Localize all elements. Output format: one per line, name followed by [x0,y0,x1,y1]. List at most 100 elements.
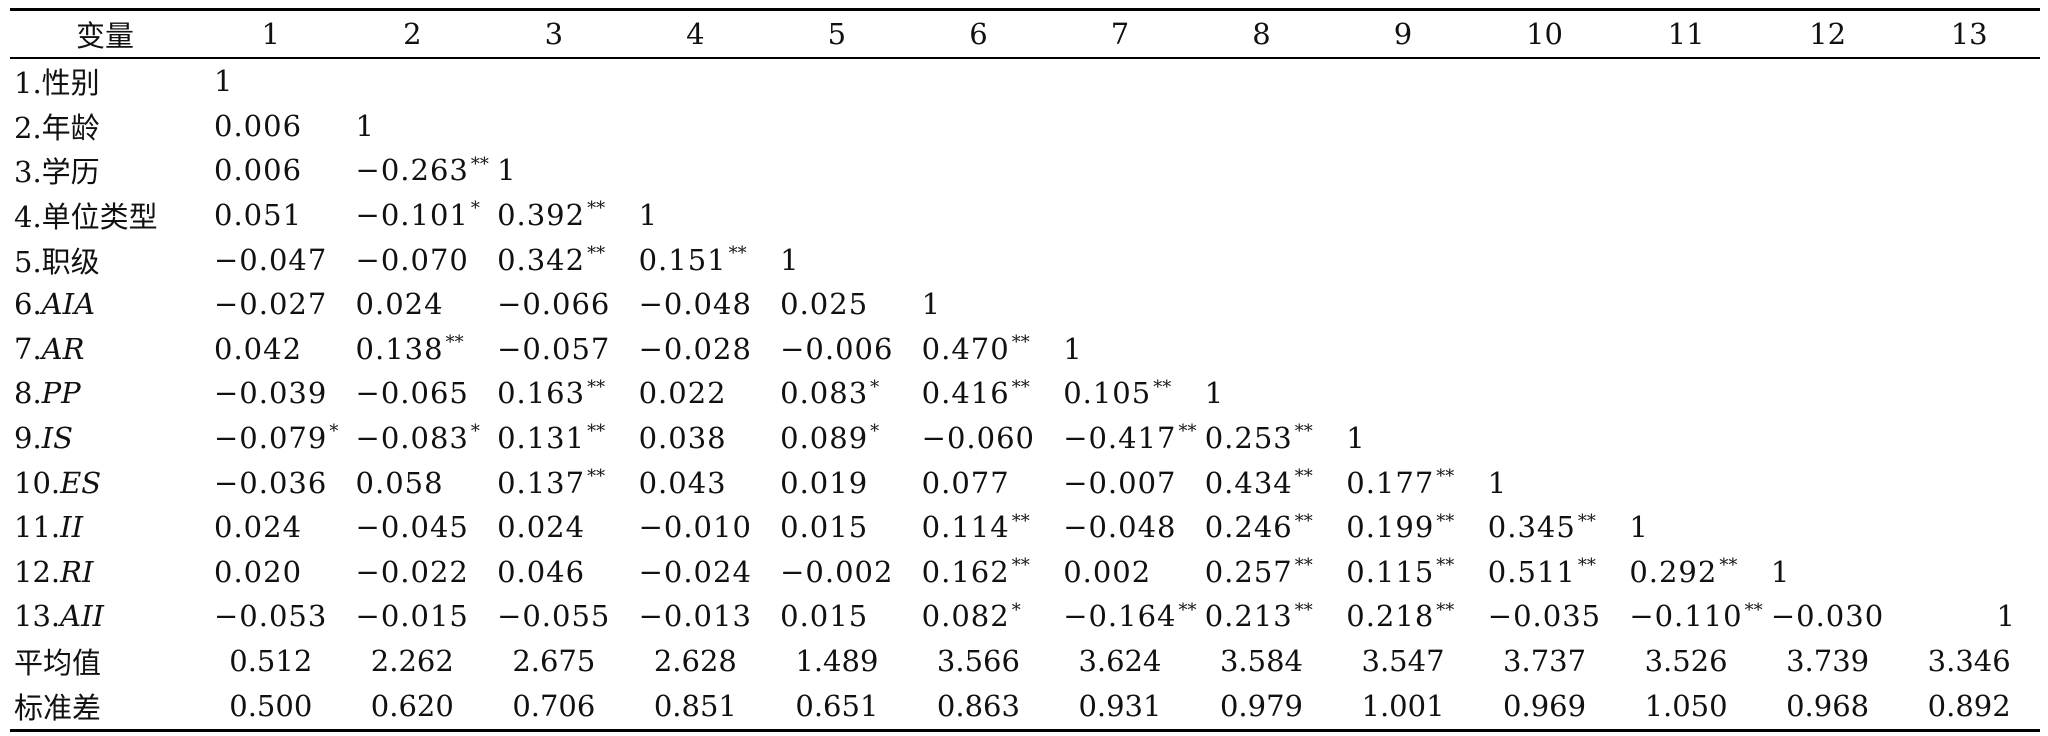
correlation-cell [1474,148,1616,193]
row-index: 5. [14,244,42,279]
correlation-cell: 0.105 ** [1049,371,1191,416]
correlation-cell: −0.028 [625,327,767,372]
significance-marker: ** [587,465,606,487]
correlation-value: 0.392 [497,198,586,233]
correlation-cell [1757,193,1899,238]
row-index: 11. [14,510,61,545]
correlation-cell [1898,371,2040,416]
correlation-cell: −0.065 [342,371,484,416]
correlation-value: 0.051 [214,198,303,233]
correlation-value: −0.417 [1063,421,1177,456]
correlation-cell: −0.010 [625,505,767,550]
correlation-cell [1332,327,1474,372]
row-index: 2. [14,110,42,145]
stat-value: 3.526 [1644,644,1728,679]
row-label: 7.AR [10,327,200,372]
table-row: 5.职级 −0.047 −0.070 0.342 ** 0.151 ** 1 [10,237,2040,282]
correlation-cell: 0.163 ** [483,371,625,416]
correlation-value: 0.246 [1204,510,1293,545]
significance-marker: ** [1294,510,1313,532]
correlation-value: −0.045 [355,510,469,545]
correlation-value: 0.058 [355,465,444,500]
significance-marker: ** [1011,510,1030,532]
correlation-cell [342,58,484,104]
correlation-value: −0.007 [1063,465,1177,500]
significance-marker: * [870,376,880,398]
correlation-value: −0.028 [638,331,752,366]
correlation-value: 0.024 [214,510,303,545]
correlation-cell: 0.006 [200,104,342,149]
correlation-value: 1 [1063,331,1083,366]
row-variable-name: 单位类型 [41,200,158,235]
correlation-cell: −0.079 * [200,416,342,461]
correlation-cell: 0.257 ** [1191,550,1333,595]
correlation-value: 0.416 [921,376,1010,411]
correlation-cell: −0.039 [200,371,342,416]
correlation-value: 1 [921,287,942,322]
correlation-cell [1615,416,1757,461]
stat-value: 3.584 [1219,644,1303,679]
correlation-value: 0.022 [638,376,727,411]
significance-marker: ** [1577,555,1596,577]
correlation-value: −0.057 [497,331,611,366]
correlation-value: −0.013 [638,599,752,634]
correlation-cell: 0.089 * [766,416,908,461]
correlation-cell [1332,237,1474,282]
row-variable-name: RI [60,554,94,589]
correlation-cell: 1 [625,193,767,238]
correlation-cell [1474,327,1616,372]
stat-value: 0.979 [1219,689,1303,724]
correlation-cell [1898,550,2040,595]
correlation-cell [1191,282,1333,327]
correlation-value: 0.131 [497,421,586,456]
correlation-value: −0.164 [1063,599,1177,634]
correlation-cell [1898,416,2040,461]
correlation-cell [908,237,1050,282]
correlation-value: −0.053 [214,599,328,634]
correlation-value: −0.024 [638,554,752,589]
header-col-6: 6 [907,11,1050,59]
correlation-cell: 1 [766,237,908,282]
stat-label: 标准差 [14,691,102,726]
correlation-value: 0.345 [1487,510,1576,545]
row-variable-name: 性别 [41,66,100,101]
correlation-cell [1049,282,1191,327]
correlation-cell: −0.048 [625,282,767,327]
correlation-cell [1191,327,1333,372]
correlation-cell [1191,58,1333,104]
correlation-cell [1332,282,1474,327]
row-index: 8. [14,376,42,411]
stat-value: 3.547 [1361,644,1445,679]
correlation-cell: −0.002 [766,550,908,595]
correlation-value: 0.114 [921,510,1010,545]
header-col-1: 1 [200,11,342,59]
correlation-cell: −0.007 [1049,460,1191,505]
correlation-cell [1049,104,1191,149]
header-col-3: 3 [483,11,625,59]
correlation-cell [1332,193,1474,238]
correlation-cell [1332,104,1474,149]
correlation-value: 0.077 [921,465,1010,500]
row-index: 7. [14,331,42,366]
correlation-value: −0.263 [355,153,469,188]
correlation-value: 1 [1996,599,2016,634]
correlation-cell: −0.013 [625,594,767,639]
header-col-2: 2 [341,11,484,59]
stat-value: 0.969 [1503,689,1587,724]
correlation-value: 0.511 [1487,554,1576,589]
correlation-cell: −0.066 [483,282,625,327]
row-index: 13. [14,599,61,634]
stat-value: 3.624 [1078,644,1162,679]
row-label: 9.IS [10,416,200,461]
correlation-cell: 0.015 [766,594,908,639]
correlation-value: 0.006 [214,108,303,143]
correlation-value: 0.019 [780,465,869,500]
correlation-cell: 0.022 [625,371,767,416]
correlation-cell [1191,148,1333,193]
correlation-cell: 0.218 ** [1332,594,1474,639]
significance-marker: ** [587,198,606,220]
row-label: 8.PP [10,371,200,416]
mean-row: 平均值 0.512 2.262 2.675 2.628 1.489 3.566 3.624 3.… [10,639,2040,684]
correlation-cell: 0.025 [766,282,908,327]
correlation-cell [1615,327,1757,372]
